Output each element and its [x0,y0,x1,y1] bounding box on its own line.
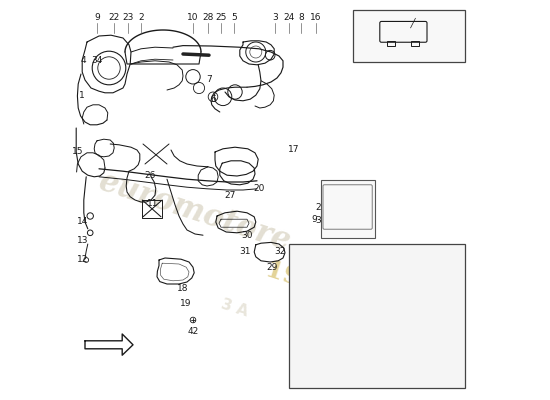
Text: 34: 34 [91,56,103,65]
Text: 13: 13 [77,236,89,245]
Text: 44: 44 [415,12,426,21]
Text: 24: 24 [283,14,294,22]
Text: 43: 43 [327,216,339,225]
Text: 17: 17 [288,146,300,154]
Text: HGTE 60 F1: HGTE 60 F1 [408,52,460,60]
Text: 28: 28 [202,14,213,22]
FancyBboxPatch shape [289,244,465,388]
Text: 22: 22 [108,14,120,22]
Circle shape [316,279,326,289]
Text: 5: 5 [232,14,237,22]
Text: 39: 39 [450,250,460,258]
Text: 2: 2 [139,14,144,22]
Text: 32: 32 [274,248,285,256]
Text: 21: 21 [316,204,327,212]
Text: 41: 41 [412,250,422,258]
Text: 4: 4 [80,56,86,65]
Text: 29: 29 [266,264,278,272]
Text: euromotore: euromotore [95,166,295,258]
Text: 9: 9 [311,216,317,224]
Text: 37: 37 [350,250,360,258]
Text: 16: 16 [310,14,322,22]
Circle shape [429,269,437,277]
Text: 15: 15 [73,148,84,156]
Text: 38: 38 [306,250,316,258]
Text: 12: 12 [78,255,89,264]
Text: 1985: 1985 [262,258,336,302]
Text: 27: 27 [224,192,236,200]
Text: 11: 11 [147,200,159,208]
Text: 30: 30 [241,231,253,240]
Text: 23: 23 [122,14,134,22]
FancyBboxPatch shape [321,180,375,238]
Text: 7: 7 [206,76,211,84]
Text: 1: 1 [79,91,85,100]
Text: 9: 9 [94,14,100,22]
Text: 14: 14 [78,218,89,226]
Text: 36: 36 [329,250,340,258]
Text: 8: 8 [299,14,304,22]
Text: 19: 19 [180,300,192,308]
Text: 33: 33 [316,216,327,225]
Text: 18: 18 [177,284,189,293]
Text: 20: 20 [254,184,265,193]
Text: 26: 26 [145,172,156,180]
Text: 3: 3 [272,14,278,22]
FancyBboxPatch shape [353,10,465,62]
Text: 10: 10 [187,14,199,22]
Text: 31: 31 [240,247,251,256]
Text: 40: 40 [394,250,404,258]
Text: 25: 25 [215,14,226,22]
Text: 35: 35 [431,250,442,258]
Text: 6: 6 [211,95,216,104]
Text: 42: 42 [188,328,199,336]
Text: 3 A: 3 A [219,296,250,320]
